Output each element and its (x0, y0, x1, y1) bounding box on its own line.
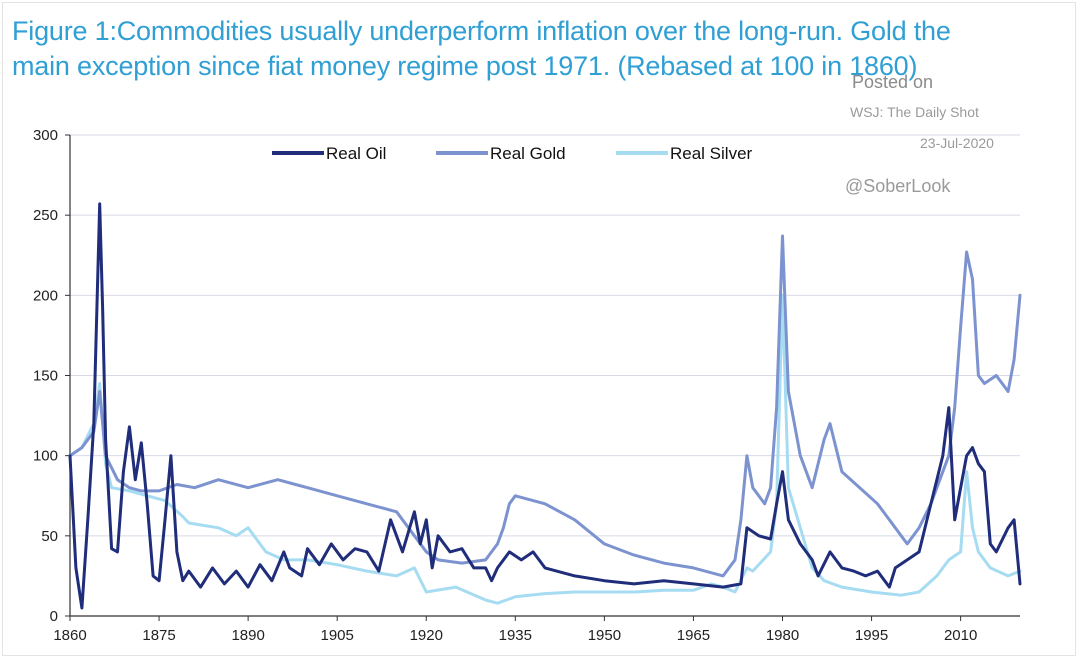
x-tick-label-1875: 1875 (142, 627, 175, 644)
series-lines (68, 202, 1022, 610)
y-tick-label-250: 250 (33, 207, 58, 224)
y-tick-label-300: 300 (33, 127, 58, 144)
chart-title-line-1: Figure 1:Commodities usually underperfor… (12, 16, 951, 46)
x-tick-label-1965: 1965 (677, 627, 710, 644)
legend-label-real-gold: Real Gold (490, 144, 566, 163)
x-tick-label-1995: 1995 (855, 627, 888, 644)
y-tick-label-50: 50 (41, 528, 58, 545)
x-tick-label-1890: 1890 (231, 627, 264, 644)
axes: 0 50 100 150 200 250 300 1860 1875 1890 1905 1920 19… (33, 127, 1020, 644)
gridlines (70, 134, 1020, 537)
watermark-posted-on: Posted on (852, 72, 934, 92)
x-tick-label-1980: 1980 (766, 627, 799, 644)
legend-label-real-silver: Real Silver (670, 144, 753, 163)
y-tick-label-100: 100 (33, 448, 58, 465)
y-tick-label-0: 0 (50, 608, 58, 625)
y-tick-label-150: 150 (33, 368, 58, 385)
x-tick-label-1935: 1935 (499, 627, 532, 644)
legend-label-real-oil: Real Oil (326, 144, 386, 163)
series-line-real-silver (68, 293, 1022, 605)
series-line-real-gold (68, 234, 1022, 578)
chart-title: Figure 1:Commodities usually underperfor… (12, 14, 1078, 84)
x-tick-label-1950: 1950 (588, 627, 621, 644)
y-tick-label-200: 200 (33, 287, 58, 304)
x-tick-label-1920: 1920 (410, 627, 443, 644)
chart-title-line-2: main exception since fiat money regime p… (12, 51, 918, 81)
x-tick-label-2010: 2010 (944, 627, 977, 644)
series-line-real-oil (68, 202, 1022, 610)
x-tick-label-1905: 1905 (321, 627, 354, 644)
legend: Real Oil Real Gold Real Silver (272, 144, 753, 163)
watermark-handle: @SoberLook (845, 176, 951, 196)
watermark-source: WSJ: The Daily Shot (850, 104, 979, 120)
x-tick-label-1860: 1860 (53, 627, 86, 644)
watermark-date: 23-Jul-2020 (920, 135, 994, 151)
